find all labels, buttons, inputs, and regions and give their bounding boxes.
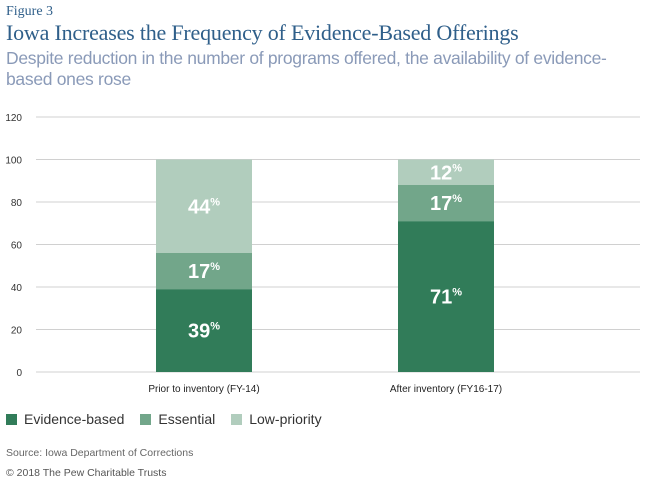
legend-item-evidence-based: Evidence-based bbox=[6, 411, 124, 427]
legend-swatch-low-priority bbox=[231, 413, 243, 425]
legend-item-essential: Essential bbox=[140, 411, 215, 427]
x-axis-ticks: Prior to inventory (FY-14) After inventor… bbox=[148, 384, 502, 395]
legend-item-low-priority: Low-priority bbox=[231, 411, 322, 427]
legend-label: Essential bbox=[158, 411, 216, 427]
legend-label: Evidence-based bbox=[24, 411, 125, 427]
y-tick-label: 40 bbox=[11, 283, 23, 294]
copyright-note: © 2018 The Pew Charitable Trusts bbox=[6, 467, 167, 479]
bar-segment-evidence-based bbox=[398, 221, 494, 372]
bar-segment-low-priority bbox=[156, 159, 252, 253]
bar-segment-essential bbox=[398, 185, 494, 222]
bar-segment-evidence-based bbox=[156, 289, 252, 372]
figure-label: Figure 3 bbox=[6, 4, 54, 19]
x-tick-label: After inventory (FY16-17) bbox=[390, 384, 502, 395]
y-tick-label: 60 bbox=[11, 241, 23, 252]
bars: 39%17%44%71%17%12% bbox=[156, 159, 494, 372]
y-tick-label: 80 bbox=[11, 198, 23, 209]
y-tick-label: 20 bbox=[11, 326, 23, 337]
legend-label: Low-priority bbox=[249, 411, 322, 427]
y-tick-label: 0 bbox=[16, 368, 22, 379]
y-tick-label: 100 bbox=[5, 156, 22, 167]
chart-subtitle: Despite reduction in the number of progr… bbox=[6, 48, 607, 89]
x-tick-label: Prior to inventory (FY-14) bbox=[148, 384, 259, 395]
y-tick-label: 120 bbox=[5, 113, 22, 124]
bar-segment-low-priority bbox=[398, 159, 494, 185]
legend: Evidence-based Essential Low-priority bbox=[6, 411, 338, 427]
legend-swatch-evidence-based bbox=[6, 413, 17, 425]
chart-title: Iowa Increases the Frequency of Evidence… bbox=[6, 20, 519, 45]
legend-swatch-essential bbox=[140, 413, 152, 425]
bar-segment-essential bbox=[156, 253, 252, 290]
stacked-bar-chart: 0 20 40 60 80 100 120 39%17%44%71%17%12% Prior… bbox=[5, 113, 640, 395]
source-note: Source: Iowa Department of Corrections bbox=[6, 447, 194, 459]
gridlines bbox=[36, 116, 640, 373]
y-axis-ticks: 0 20 40 60 80 100 120 bbox=[5, 113, 22, 379]
